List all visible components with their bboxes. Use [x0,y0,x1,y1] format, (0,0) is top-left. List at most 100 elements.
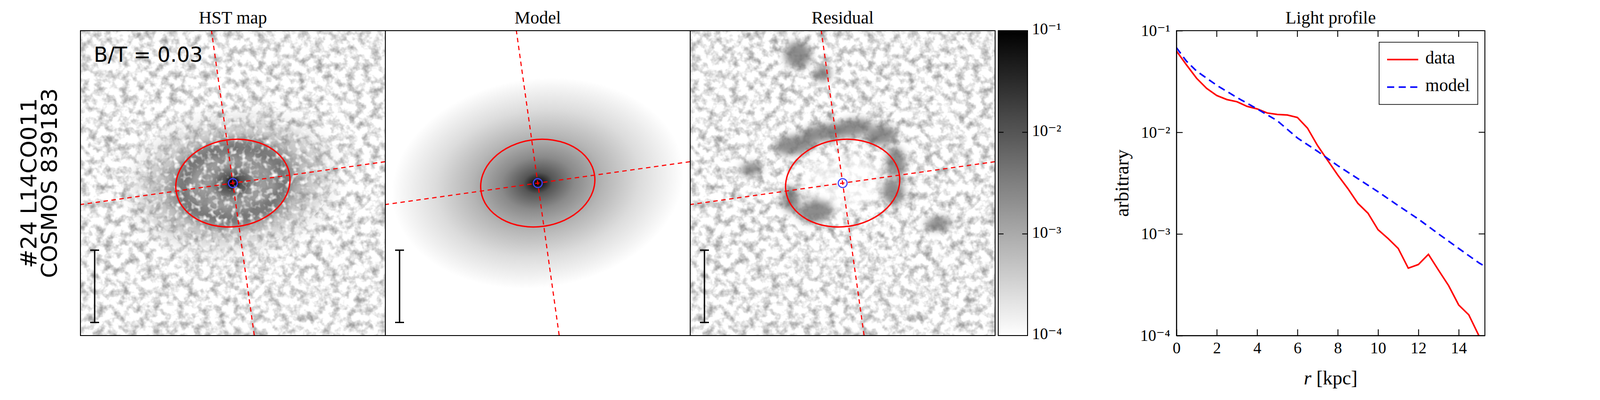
y-axis: 10⁻⁴10⁻³10⁻²10⁻¹ [1140,21,1183,345]
panel-border [80,30,386,336]
tick-label: 12 [1410,339,1427,357]
panel-border [690,30,996,336]
scale-bar [90,250,100,323]
panel-title: Model [514,7,561,28]
scale-bar [700,250,709,323]
tick-mark [1176,335,1183,337]
plot-frame [1176,30,1485,336]
series-line [1176,51,1479,336]
tick-mark [1176,233,1183,235]
legend-swatch [1387,58,1419,61]
scale-bar-line [704,250,706,323]
galaxy [385,30,691,336]
tick-label: 0 [1172,339,1181,357]
tick: 10 [1370,329,1387,357]
annotation: B/T = 0.03 [93,42,203,67]
figure: #24 L14CO011COSMOS 839183HST mapB/T = 0.… [0,0,1600,400]
colorbar-tick [998,30,1004,32]
tick-mark [1176,132,1183,133]
series-line [1176,47,1485,267]
galaxy [690,30,996,336]
colorbar-tick [1022,132,1028,133]
tick-mark [1418,329,1420,336]
tick-mark [1337,329,1339,336]
fit-ellipse [475,132,601,235]
tick-label: 14 [1451,339,1468,357]
tick-label: 10⁻³ [1140,224,1171,243]
tick-mark [1296,30,1298,37]
tick-label: 8 [1333,339,1342,357]
colorbar-fill [998,30,1028,336]
tick: 10⁻³ [1140,224,1183,243]
tick-label: 10⁻¹ [1140,21,1171,40]
x-axis: 0 2 4 6 8 10 12 14 [1172,329,1486,357]
legend-box [1379,42,1478,105]
tick-mark [1256,30,1258,37]
x-axis-title: r [kpc] [1304,367,1358,389]
colorbar-tick-label: 10⁻³ [1032,223,1062,242]
residual-blob [782,39,813,70]
tick-mark [1458,329,1460,336]
panel: Residual [541,0,1144,400]
tick-label: 2 [1212,339,1221,357]
residual-blob [796,198,835,226]
colorbar-tick [1022,30,1028,32]
colorbar-border [998,30,1028,336]
scale-bar-cap [395,249,404,251]
tick-label: 10 [1370,339,1387,357]
legend-swatch [1387,86,1419,88]
tick-mark [1478,233,1485,235]
tick-mark [1417,30,1419,37]
scale-bar-cap [700,321,709,324]
galaxy [80,30,386,336]
panel-title: Residual [811,7,874,28]
minor-axis [195,30,270,336]
panel-title: HST map [198,7,268,28]
panel-image [80,30,386,336]
tick: 4 [1253,329,1262,357]
tick-mark [1297,329,1299,336]
scale-bar-line [94,250,96,323]
tick-mark [1176,30,1183,32]
colorbar-tick [998,233,1004,235]
chart-title: Light profile [1285,7,1376,28]
residual-blob [813,64,832,83]
fit-ellipse [780,132,906,235]
residual-blob [884,145,908,179]
scale-bar-cap [395,321,404,324]
tick-mark [1478,30,1485,32]
tick: 12 [1410,329,1427,357]
colorbar-tick [1022,233,1028,235]
tick: 10⁻⁴ [1140,326,1183,345]
colorbar-tick [1022,335,1028,336]
tick-mark [1337,30,1339,37]
scale-bar-cap [90,321,100,324]
x-axis-line [1176,335,1486,337]
colorbar-tick-label: 10⁻¹ [1032,20,1062,38]
scale-bar [395,250,404,323]
center-marker [532,178,544,189]
tick-mark [1478,335,1485,336]
tick: 8 [1333,329,1342,357]
tick-mark [1458,30,1460,37]
minor-axis [500,30,575,336]
colorbar-tick-label: 10⁻⁴ [1032,324,1063,343]
colorbar-tick [998,132,1004,133]
tick-label: 6 [1293,339,1302,357]
panel-border [385,30,691,336]
row-label: COSMOS 839183 [36,88,63,278]
tick-mark [1216,30,1218,37]
tick: 6 [1293,329,1302,357]
colorbar-tick [998,335,1004,336]
residual-blob [924,215,953,232]
tick-label: 10⁻⁴ [1140,326,1171,345]
plot-lines [1176,47,1485,336]
residual-blob [880,176,907,207]
tick-mark [1176,30,1177,37]
tick-mark [1478,132,1485,133]
legend-label: model [1425,75,1470,96]
legend-label: data [1425,47,1456,68]
scale-bar-cap [700,249,709,251]
tick-mark [1377,30,1379,37]
tick: 10⁻¹ [1140,21,1183,40]
